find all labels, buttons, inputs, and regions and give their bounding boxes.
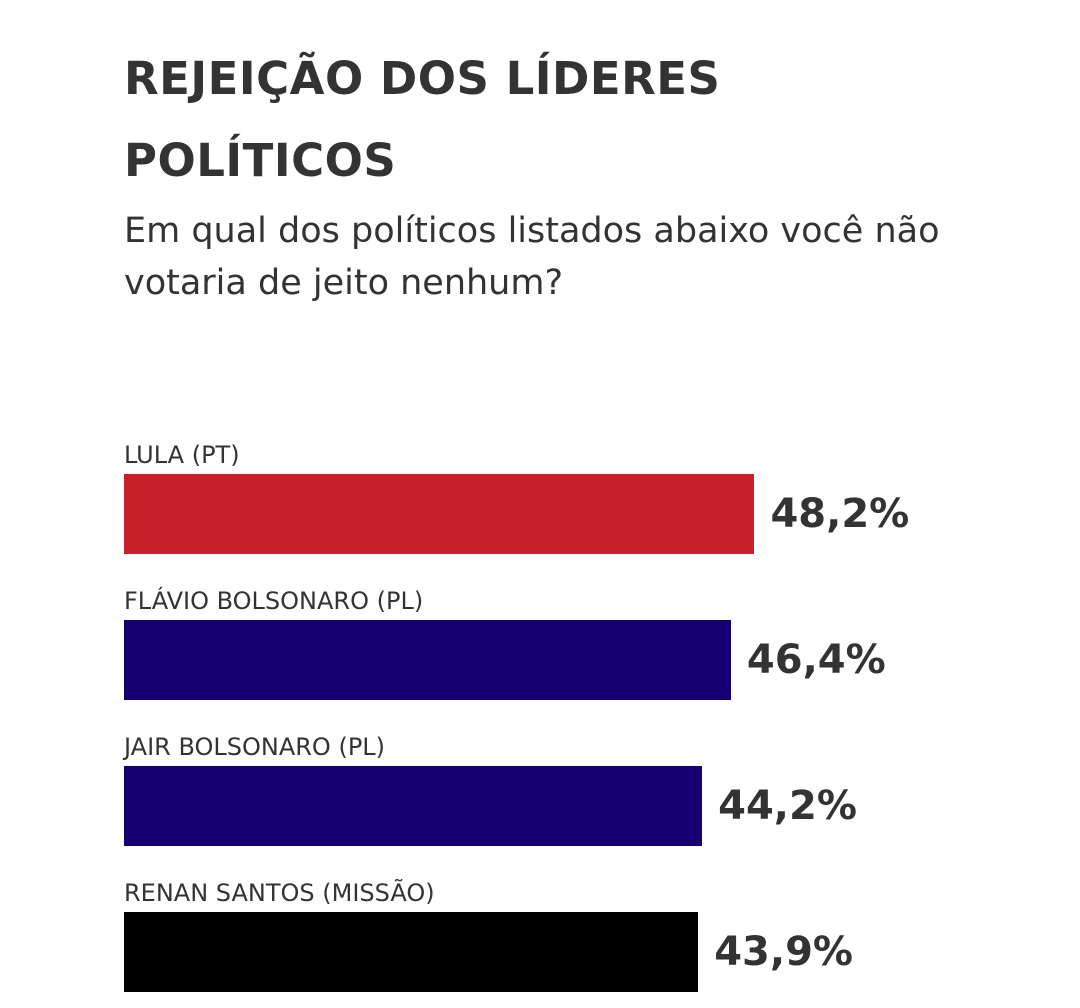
bar bbox=[124, 912, 699, 992]
category-label: LULA (PT) bbox=[124, 441, 240, 469]
bar bbox=[124, 474, 755, 554]
chart-subtitle: Em qual dos políticos listados abaixo vo… bbox=[124, 211, 940, 303]
value-label: 43,9% bbox=[714, 929, 853, 975]
value-label: 48,2% bbox=[770, 491, 910, 537]
category-label: FLÁVIO BOLSONARO (PL) bbox=[124, 587, 424, 615]
chart-title: REJEIÇÃO DOS LÍDERES POLÍTICOS bbox=[124, 52, 721, 187]
value-label: 44,2% bbox=[718, 783, 857, 829]
bar bbox=[124, 766, 703, 846]
value-label: 46,4% bbox=[746, 637, 886, 683]
bar bbox=[124, 620, 731, 700]
category-label: JAIR BOLSONARO (PL) bbox=[124, 733, 386, 761]
category-label: RENAN SANTOS (MISSÃO) bbox=[124, 879, 435, 907]
